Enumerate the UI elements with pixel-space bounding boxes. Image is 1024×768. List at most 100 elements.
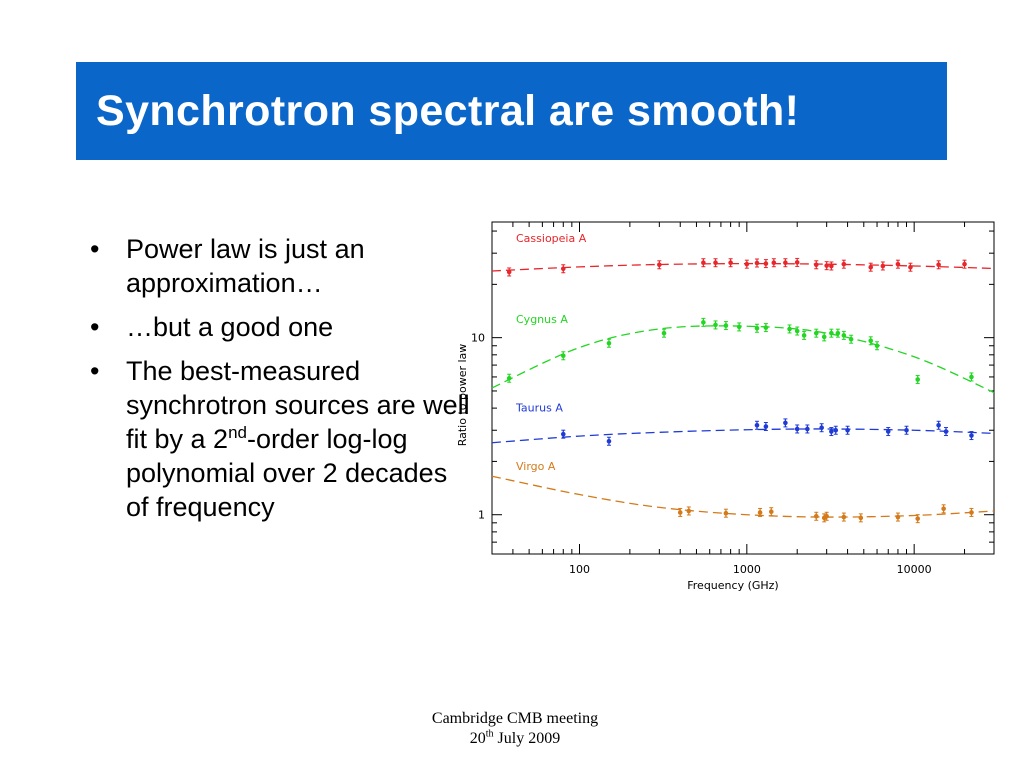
data-point bbox=[969, 433, 974, 438]
data-point bbox=[969, 374, 974, 380]
series-label: Cygnus A bbox=[516, 313, 568, 326]
footer-line-2: 20th July 2009 bbox=[330, 729, 700, 749]
data-point bbox=[824, 513, 829, 519]
data-point bbox=[915, 516, 921, 521]
plot-frame bbox=[491, 221, 995, 555]
x-tick-label: 1000 bbox=[733, 563, 761, 576]
data-point bbox=[824, 263, 829, 268]
bullet-item: • …but a good one bbox=[90, 310, 470, 344]
data-point bbox=[829, 429, 834, 434]
data-point bbox=[868, 338, 874, 344]
data-point bbox=[783, 420, 788, 426]
data-point bbox=[801, 333, 807, 338]
title-band: Synchrotron spectral are smooth! bbox=[76, 62, 947, 160]
y-tick-label: 1 bbox=[478, 509, 485, 522]
series-label: Virgo A bbox=[516, 460, 556, 473]
data-point bbox=[606, 340, 612, 346]
fit-curve bbox=[491, 475, 995, 518]
data-point bbox=[606, 438, 612, 444]
bullet-item: • Power law is just an approximation… bbox=[90, 232, 470, 300]
data-point bbox=[841, 261, 847, 267]
footer-date-day: 20 bbox=[469, 730, 486, 747]
data-point bbox=[701, 320, 706, 325]
data-point bbox=[821, 334, 827, 340]
x-tick-label: 100 bbox=[569, 563, 590, 576]
data-point bbox=[915, 377, 921, 382]
data-point bbox=[506, 269, 512, 275]
data-point bbox=[744, 261, 750, 267]
y-tick-label: 10 bbox=[471, 332, 485, 345]
series-label: Cassiopeia A bbox=[516, 232, 587, 245]
data-point bbox=[885, 429, 891, 434]
footer-date-suffix: th bbox=[485, 728, 494, 740]
footer: Cambridge CMB meeting 20th July 2009 bbox=[330, 709, 700, 749]
bullet-text-before: The best-measured synchrotron sources ar… bbox=[126, 356, 470, 454]
data-point bbox=[969, 510, 974, 515]
data-point bbox=[506, 375, 512, 381]
data-point bbox=[771, 260, 777, 266]
bullet-text: …but a good one bbox=[126, 312, 334, 342]
data-point bbox=[787, 326, 792, 332]
data-point bbox=[754, 260, 760, 266]
bullet-dot-icon: • bbox=[90, 234, 100, 264]
bullet-item: • The best-measured synchrotron sources a… bbox=[90, 354, 470, 524]
data-point bbox=[657, 262, 662, 268]
data-point bbox=[768, 509, 774, 515]
data-point bbox=[794, 328, 800, 334]
data-point bbox=[723, 510, 729, 516]
slide-title: Synchrotron spectral are smooth! bbox=[96, 87, 800, 135]
data-point bbox=[874, 343, 880, 349]
data-point bbox=[754, 422, 760, 428]
data-point bbox=[941, 506, 946, 512]
y-axis-label: Ratio to power law bbox=[456, 344, 469, 447]
data-point bbox=[757, 510, 763, 515]
fit-curve bbox=[491, 428, 995, 444]
data-point bbox=[560, 431, 566, 437]
data-point bbox=[763, 261, 769, 266]
data-point bbox=[835, 330, 841, 336]
data-point bbox=[962, 261, 967, 267]
data-point bbox=[686, 508, 692, 514]
data-point bbox=[858, 515, 864, 521]
data-point bbox=[833, 427, 839, 433]
data-point bbox=[736, 324, 742, 330]
data-point bbox=[794, 426, 800, 432]
data-point bbox=[895, 261, 901, 267]
data-point bbox=[560, 266, 566, 272]
bullet-list: • Power law is just an approximation… • …b… bbox=[90, 232, 470, 534]
data-point bbox=[943, 429, 949, 434]
data-point bbox=[754, 325, 760, 331]
data-point bbox=[936, 262, 941, 268]
data-point bbox=[763, 325, 769, 330]
footer-line-1: Cambridge CMB meeting bbox=[431, 710, 599, 727]
data-point bbox=[904, 427, 909, 433]
fit-curve bbox=[491, 325, 995, 394]
bullet-text: Power law is just an approximation… bbox=[126, 234, 365, 298]
data-point bbox=[813, 513, 819, 519]
data-point bbox=[868, 264, 874, 270]
bullet-dot-icon: • bbox=[90, 312, 100, 342]
data-point bbox=[677, 510, 683, 515]
footer-date-rest: July 2009 bbox=[493, 730, 561, 747]
x-axis-label: Frequency (GHz) bbox=[687, 579, 778, 592]
data-point bbox=[661, 330, 667, 336]
data-point bbox=[805, 426, 810, 432]
bullet-dot-icon: • bbox=[90, 356, 100, 386]
bullet-superscript: nd bbox=[228, 423, 247, 442]
data-point bbox=[783, 260, 788, 266]
data-point bbox=[813, 330, 819, 336]
data-point bbox=[763, 424, 769, 429]
data-point bbox=[880, 263, 886, 269]
x-tick-label: 10000 bbox=[897, 563, 932, 576]
data-point bbox=[713, 322, 718, 328]
data-point bbox=[829, 330, 834, 336]
spectra-chart: 100 1000 10000 1 10 Frequency (GHz) Ratio to p… bbox=[456, 221, 995, 592]
data-point bbox=[841, 514, 847, 520]
data-point bbox=[728, 260, 733, 266]
series-label: Taurus A bbox=[515, 401, 563, 414]
data-point bbox=[819, 425, 824, 431]
data-point bbox=[813, 262, 819, 268]
data-point bbox=[713, 260, 718, 266]
data-point bbox=[936, 422, 941, 428]
data-point bbox=[845, 427, 850, 433]
